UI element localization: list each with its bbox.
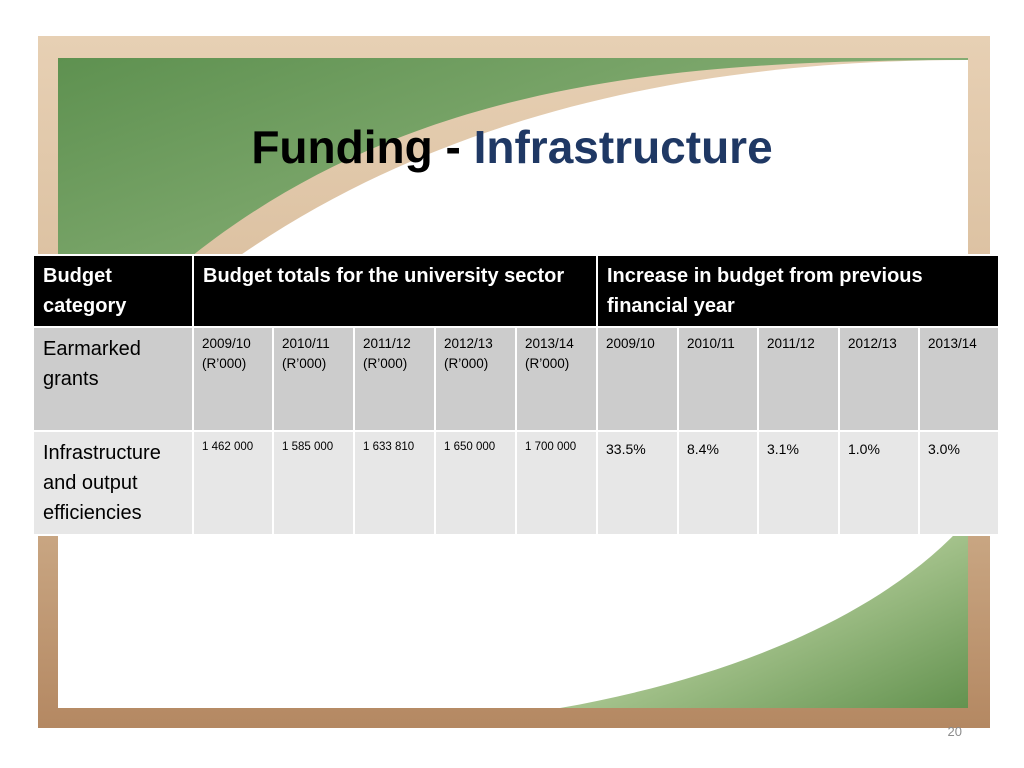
totals-year: 2011/12 xyxy=(363,336,411,351)
budget-table: Budget category Budget totals for the un… xyxy=(32,254,1001,536)
totals-year-cell: 2013/14 (R’000) xyxy=(515,326,598,432)
increase-year-cell: 2010/11 xyxy=(677,326,759,432)
page-number: 20 xyxy=(947,724,962,739)
totals-unit: (R’000) xyxy=(444,356,489,371)
budget-total-value: 1 633 810 xyxy=(353,430,436,536)
header-budget-totals: Budget totals for the university sector xyxy=(192,254,598,328)
totals-unit: (R’000) xyxy=(202,356,247,371)
totals-year-cell: 2009/10 (R’000) xyxy=(192,326,274,432)
budget-total-value: 1 462 000 xyxy=(192,430,274,536)
totals-unit: (R’000) xyxy=(525,356,570,371)
totals-year-cell: 2012/13 (R’000) xyxy=(434,326,517,432)
green-swoosh-bottom-right xyxy=(560,520,968,708)
title-part-infrastructure: Infrastructure xyxy=(473,121,773,173)
totals-year-cell: 2010/11 (R’000) xyxy=(272,326,355,432)
page-title: Funding - Infrastructure xyxy=(0,116,1024,178)
increase-year-cell: 2012/13 xyxy=(838,326,920,432)
totals-year-cell: 2011/12 (R’000) xyxy=(353,326,436,432)
budget-total-value: 1 585 000 xyxy=(272,430,355,536)
row-label-earmarked-grants: Earmarked grants xyxy=(32,326,194,432)
budget-increase-value: 8.4% xyxy=(677,430,759,536)
totals-year: 2010/11 xyxy=(282,336,330,351)
green-swoosh-top-left xyxy=(58,58,968,390)
budget-total-value: 1 700 000 xyxy=(515,430,598,536)
totals-year: 2012/13 xyxy=(444,336,493,351)
title-part-funding: Funding - xyxy=(251,121,474,173)
totals-unit: (R’000) xyxy=(363,356,408,371)
increase-year-cell: 2009/10 xyxy=(596,326,679,432)
budget-increase-value: 3.1% xyxy=(757,430,840,536)
totals-year: 2009/10 xyxy=(202,336,251,351)
totals-unit: (R’000) xyxy=(282,356,327,371)
row-label-infrastructure: Infrastructure and output efficiencies xyxy=(32,430,194,536)
budget-total-value: 1 650 000 xyxy=(434,430,517,536)
header-budget-category: Budget category xyxy=(32,254,194,328)
budget-increase-value: 3.0% xyxy=(917,430,1001,536)
increase-year-cell: 2011/12 xyxy=(757,326,840,432)
table-row-infrastructure: Infrastructure and output efficiencies 1… xyxy=(32,430,1001,536)
budget-increase-value: 33.5% xyxy=(596,430,679,536)
totals-year: 2013/14 xyxy=(525,336,574,351)
increase-year-cell: 2013/14 xyxy=(917,326,1001,432)
header-budget-increase: Increase in budget from previous financi… xyxy=(595,254,1001,328)
table-row-earmarked: Earmarked grants 2009/10 (R’000) 2010/11 (… xyxy=(32,326,1001,432)
budget-increase-value: 1.0% xyxy=(838,430,920,536)
table-header-row: Budget category Budget totals for the un… xyxy=(32,254,1001,328)
